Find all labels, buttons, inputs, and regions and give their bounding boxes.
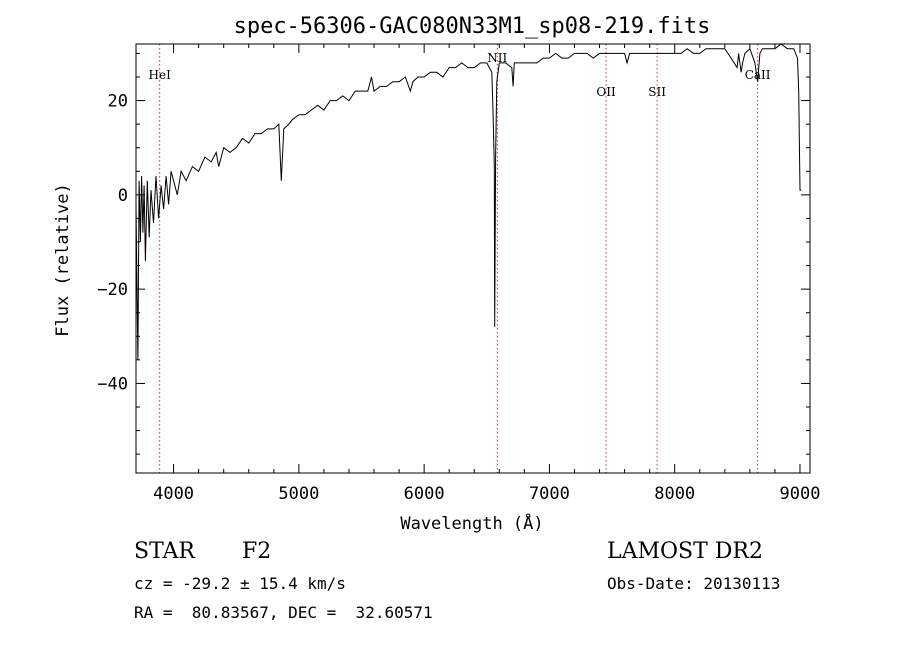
plot-frame — [135, 43, 811, 474]
annotation-label-hei: HeI — [149, 68, 172, 82]
subclass-label: F2 — [242, 539, 272, 564]
coords-text: RA = 80.83567, DEC = 32.60571 — [134, 603, 433, 622]
x-axis-label: Wavelength (Å) — [400, 512, 543, 534]
survey-label: LAMOST DR2 — [607, 539, 763, 564]
x-tick-labels: 4000 5000 6000 7000 8000 9000 — [153, 484, 820, 504]
annotation-lines — [159, 44, 759, 473]
y-tick-labels: −40 −20 0 20 — [97, 92, 128, 395]
y-axis-label: Flux (relative) — [53, 183, 73, 337]
axis-ticks — [136, 44, 810, 473]
spectrum-line — [135, 43, 802, 360]
x-tick-label: 9000 — [780, 484, 821, 504]
annotation-label-nii: NII — [487, 51, 507, 65]
y-tick-label: 0 — [118, 186, 128, 206]
obs-date-text: Obs-Date: 20130113 — [607, 574, 781, 593]
chart-title: spec-56306-GAC080N33M1_sp08-219.fits — [234, 14, 711, 39]
annotation-label-oii: OII — [596, 85, 616, 99]
annotation-label-sii: SII — [648, 85, 666, 99]
x-tick-label: 6000 — [404, 484, 445, 504]
x-tick-label: 8000 — [654, 484, 695, 504]
x-tick-label: 5000 — [278, 484, 319, 504]
y-tick-label: −40 — [97, 374, 128, 394]
x-tick-label: 4000 — [153, 484, 194, 504]
y-tick-label: 20 — [108, 92, 128, 112]
annotation-labels: HeI NII OII SII CaII — [149, 51, 771, 99]
class-label: STAR — [134, 539, 195, 564]
annotation-label-caii: CaII — [745, 68, 771, 82]
y-tick-label: −20 — [97, 280, 128, 300]
x-tick-label: 7000 — [529, 484, 570, 504]
redshift-text: cz = -29.2 ± 15.4 km/s — [134, 574, 346, 593]
